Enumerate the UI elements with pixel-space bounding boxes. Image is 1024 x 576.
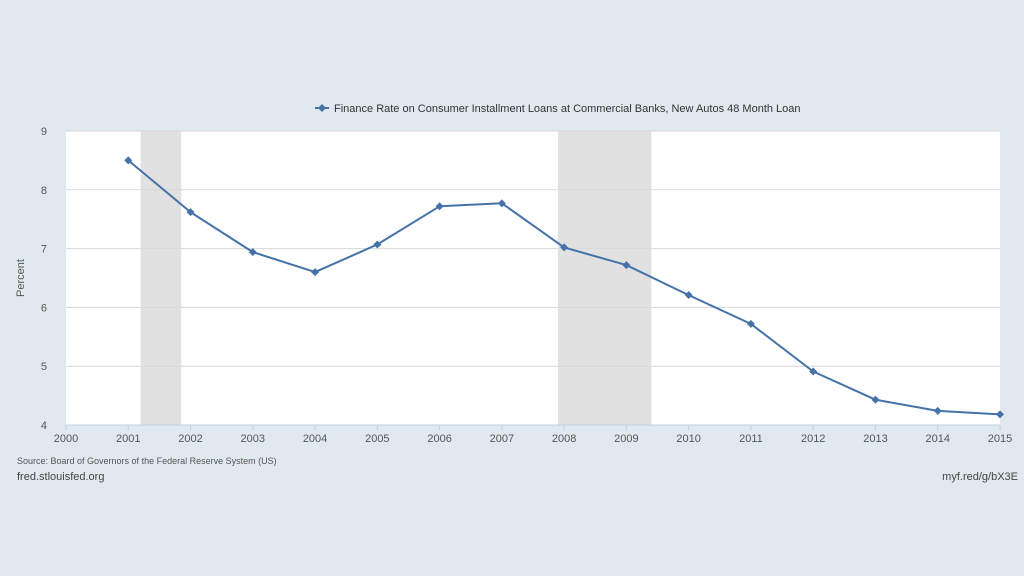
data-point — [311, 268, 320, 277]
y-tick-label: 7 — [41, 244, 47, 256]
recession-band-1 — [557, 131, 652, 425]
data-point — [684, 291, 693, 300]
x-tick-label: 2009 — [614, 433, 638, 445]
data-point — [933, 406, 942, 415]
data-point — [435, 202, 444, 211]
x-tick-label: 2004 — [303, 433, 327, 445]
data-point — [622, 261, 631, 270]
y-tick-label: 6 — [41, 302, 47, 314]
y-axis-title: Percent — [15, 259, 27, 297]
x-tick-label: 2007 — [490, 433, 514, 445]
site-link[interactable]: fred.stlouisfed.org — [17, 471, 105, 483]
legend-marker-icon — [318, 104, 326, 112]
x-tick-label: 2015 — [988, 433, 1012, 445]
short-link[interactable]: myf.red/g/bX3E — [942, 471, 1018, 483]
data-point — [186, 208, 195, 217]
x-tick-label: 2006 — [427, 433, 451, 445]
x-tick-label: 2002 — [178, 433, 202, 445]
data-point — [124, 156, 133, 165]
x-tick-label: 2000 — [54, 433, 78, 445]
data-point — [996, 410, 1004, 419]
y-tick-label: 9 — [41, 126, 47, 138]
x-tick-label: 2012 — [801, 433, 825, 445]
source-note: Source: Board of Governors of the Federa… — [17, 456, 277, 466]
data-point — [746, 319, 755, 328]
recession-band-0 — [140, 131, 182, 425]
legend-label: Finance Rate on Consumer Installment Loa… — [334, 103, 801, 115]
data-point — [871, 395, 880, 404]
axes: 4 5 6 7 8 9 2000 2001 2002 2003 2004 2005 2006 2007 20… — [41, 126, 1012, 445]
y-tick-label: 5 — [41, 361, 47, 373]
data-point — [809, 367, 818, 376]
series-group — [124, 156, 1004, 419]
x-tick-label: 2013 — [863, 433, 887, 445]
x-tick-label: 2014 — [925, 433, 949, 445]
legend[interactable]: Finance Rate on Consumer Installment Loa… — [315, 103, 801, 115]
recession-shading-group — [140, 131, 652, 425]
x-tick-label: 2010 — [676, 433, 700, 445]
y-tick-label: 8 — [41, 185, 47, 197]
data-point — [560, 243, 569, 252]
x-tick-label: 2003 — [241, 433, 265, 445]
y-tick-label: 4 — [41, 420, 47, 432]
data-point — [497, 199, 506, 208]
x-tick-label: 2008 — [552, 433, 576, 445]
x-tick-label: 2011 — [739, 433, 763, 445]
x-tick-label: 2005 — [365, 433, 389, 445]
plot-background — [66, 131, 1000, 425]
data-point — [373, 240, 382, 249]
data-point — [248, 248, 257, 257]
x-tick-label: 2001 — [116, 433, 140, 445]
